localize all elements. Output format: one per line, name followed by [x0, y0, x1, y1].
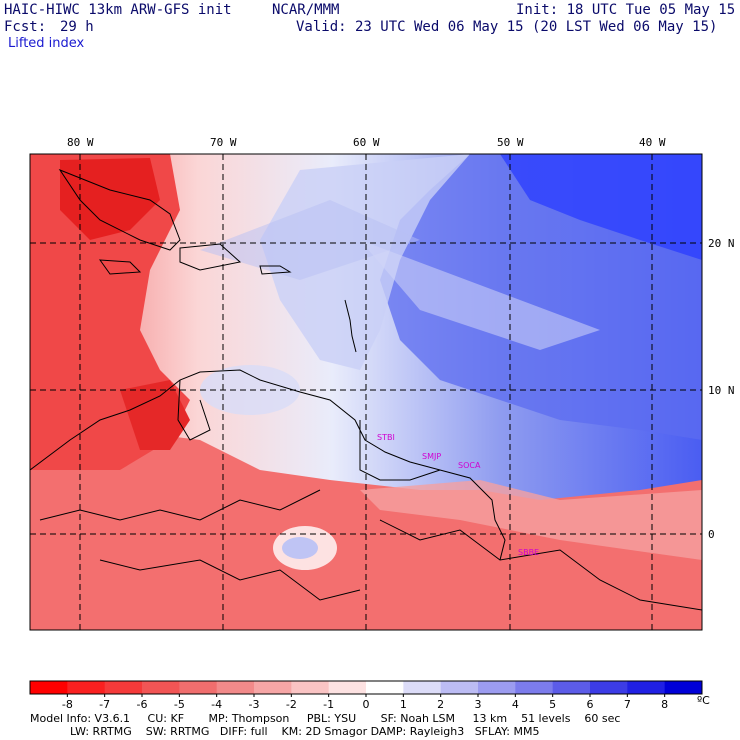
colorbar: -8 -7 -6 -5 -4 -3 -2 -1 0 1 2 3 4 5 6 7 8 — [29, 680, 703, 711]
colorbar-level-label: 0 — [363, 698, 370, 711]
colorbar-swatch — [216, 681, 255, 694]
lon-label-50w: 50 W — [497, 136, 524, 149]
colorbar-swatch — [67, 681, 106, 694]
colorbar-level-label: 2 — [437, 698, 444, 711]
lon-label-40w: 40 W — [639, 136, 666, 149]
colorbar-swatch — [552, 681, 591, 694]
model-title: HAIC-HIWC 13km ARW-GFS init — [4, 2, 232, 18]
colorbar-level-label: -3 — [249, 698, 260, 711]
city-label-smjp: SMJP — [422, 452, 441, 461]
colorbar-unit: ºC — [697, 694, 710, 707]
organization-label: NCAR/MMM — [272, 2, 340, 18]
lon-label-60w: 60 W — [353, 136, 380, 149]
colorbar-level-label: 6 — [587, 698, 594, 711]
colorbar-level-label: -1 — [323, 698, 334, 711]
footer-model-info: Model Info: V3.6.1 CU: KF MP: Thompson P… — [30, 712, 621, 725]
colorbar-swatch — [515, 681, 554, 694]
forecast-hour: 29 h — [60, 19, 94, 35]
lat-label-20n: 20 N — [708, 237, 735, 250]
colorbar-level-label: 4 — [512, 698, 519, 711]
colorbar-level-label: 8 — [661, 698, 668, 711]
city-label-stbi: STBI — [377, 433, 395, 442]
colorbar-swatch — [142, 681, 180, 694]
city-label-soca: SOCA — [458, 461, 481, 470]
lon-label-70w: 70 W — [210, 136, 237, 149]
colorbar-swatch — [179, 681, 218, 694]
colorbar-level-label: -5 — [174, 698, 185, 711]
footer-physics-info: LW: RRTMG SW: RRTMG DIFF: full KM: 2D Sm… — [70, 725, 540, 738]
colorbar-level-label: -7 — [99, 698, 110, 711]
valid-time: Valid: 23 UTC Wed 06 May 15 (20 LST Wed … — [296, 19, 718, 35]
colorbar-swatch — [664, 681, 703, 694]
colorbar-swatch — [30, 681, 68, 694]
colorbar-swatch — [478, 681, 516, 694]
colorbar-swatch — [366, 681, 404, 694]
colorbar-level-label: -2 — [286, 698, 297, 711]
colorbar-swatch — [590, 681, 628, 694]
colorbar-swatch — [440, 681, 479, 694]
lon-label-80w: 80 W — [67, 136, 94, 149]
field-name: Lifted index — [8, 36, 85, 51]
colorbar-level-label: 7 — [624, 698, 631, 711]
colorbar-swatch — [254, 681, 292, 694]
colorbar-swatch — [104, 681, 143, 694]
coastlines — [30, 168, 702, 611]
colorbar-swatch — [403, 681, 442, 694]
colorbar-swatch — [627, 681, 666, 694]
colorbar-level-label: 1 — [400, 698, 407, 711]
city-label-sbbe: SBBE — [518, 548, 539, 557]
lat-label-10n: 10 N — [708, 384, 735, 397]
graticule — [30, 154, 702, 630]
colorbar-level-label: 5 — [549, 698, 556, 711]
colorbar-swatch — [291, 681, 330, 694]
init-time: Init: 18 UTC Tue 05 May 15 — [516, 2, 736, 18]
colorbar-level-label: -4 — [211, 698, 222, 711]
colorbar-level-label: 3 — [475, 698, 482, 711]
colorbar-level-label: -6 — [137, 698, 148, 711]
colorbar-level-label: -8 — [62, 698, 73, 711]
forecast-label: Fcst: — [4, 19, 47, 35]
lat-label-0: 0 — [708, 528, 715, 541]
colorbar-swatch — [328, 681, 367, 694]
